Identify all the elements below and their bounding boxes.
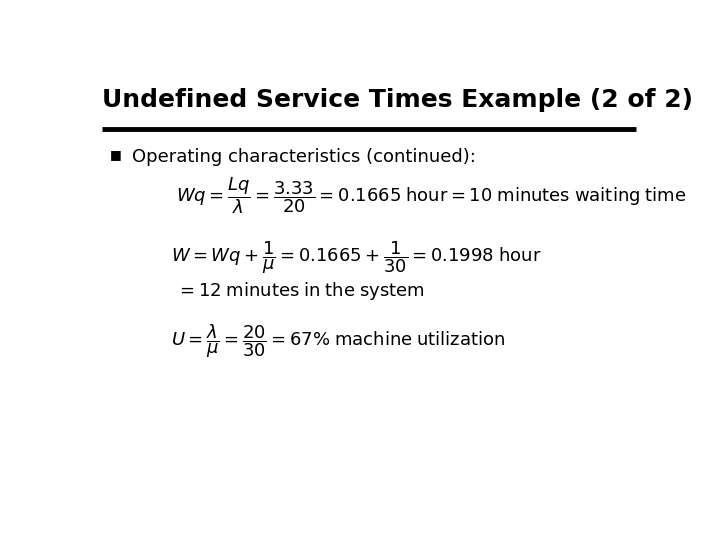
Text: Undefined Service Times Example (2 of 2): Undefined Service Times Example (2 of 2) [102,87,693,112]
Text: $=12\;\mathrm{minutes\;in\;the\;system}$: $=12\;\mathrm{minutes\;in\;the\;system}$ [176,280,426,302]
Text: $U=\dfrac{\lambda}{\mu}=\dfrac{20}{30}=67\%\;\mathrm{machine\;utilization}$: $U=\dfrac{\lambda}{\mu}=\dfrac{20}{30}=6… [171,322,505,360]
Text: $W=Wq+\dfrac{1}{\mu}=0.1665+\dfrac{1}{30}=0.1998\;\mathrm{hour}$: $W=Wq+\dfrac{1}{\mu}=0.1665+\dfrac{1}{30… [171,240,541,276]
Text: $Wq=\dfrac{Lq}{\lambda}=\dfrac{3.33}{20}=0.1665\;\mathrm{hour}=10\;\mathrm{minut: $Wq=\dfrac{Lq}{\lambda}=\dfrac{3.33}{20}… [176,176,687,216]
Text: ■: ■ [109,148,121,161]
Text: Operating characteristics (continued):: Operating characteristics (continued): [132,148,476,166]
